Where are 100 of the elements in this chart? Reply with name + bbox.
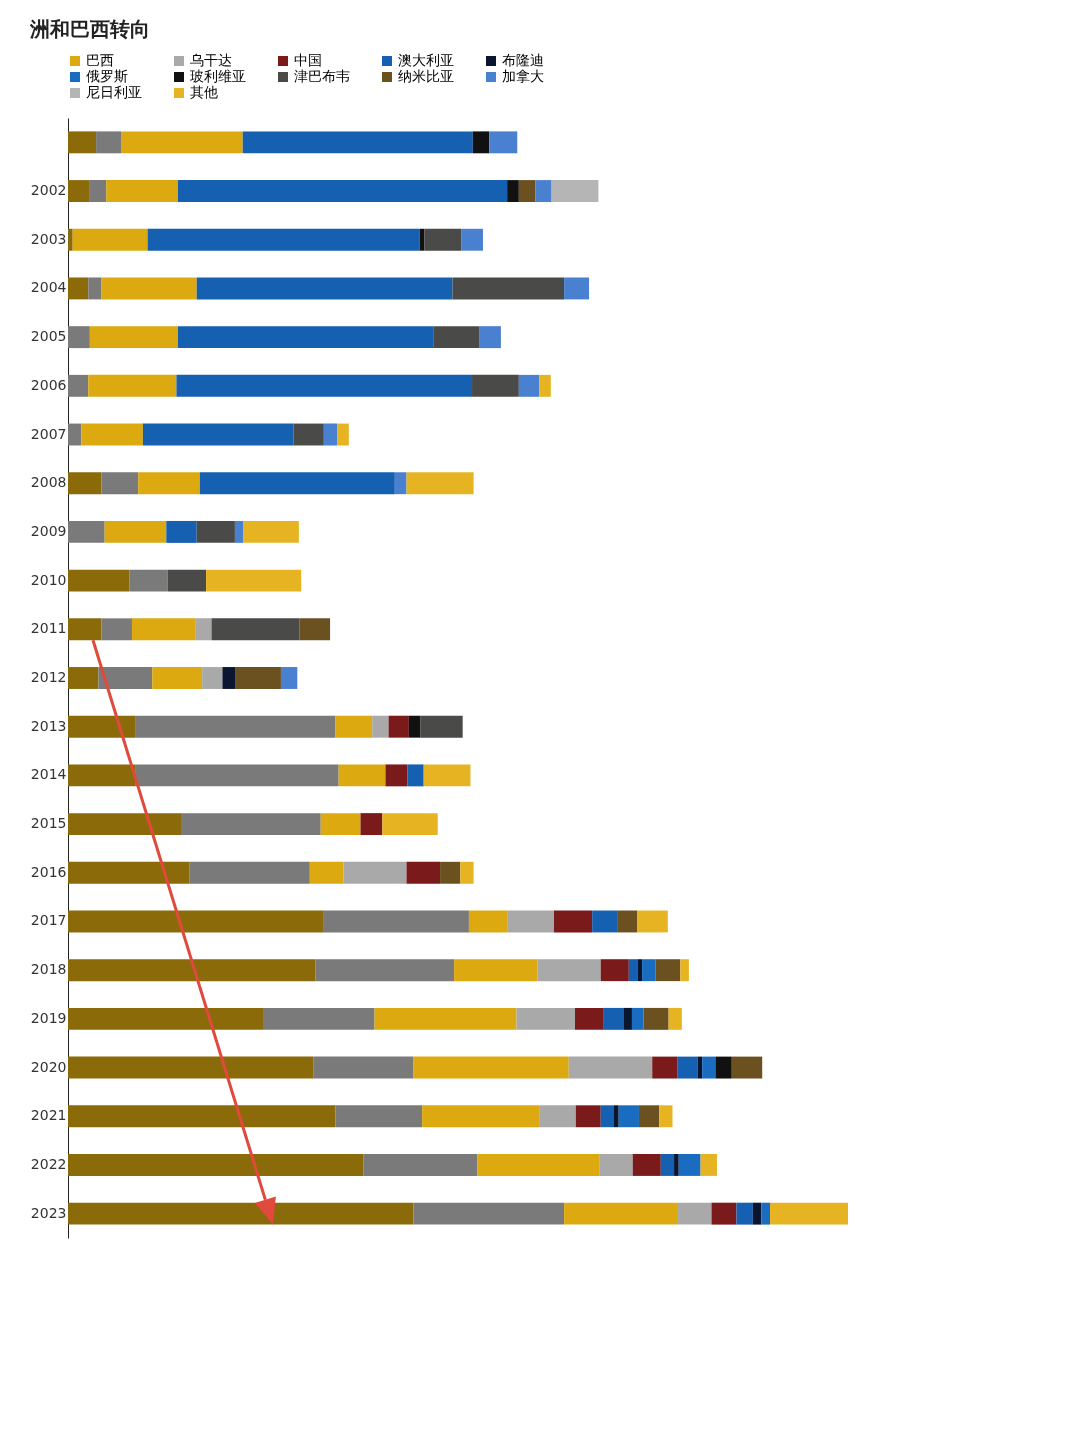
bar: [196, 520, 235, 543]
bar: [242, 131, 473, 154]
bar: [309, 861, 344, 884]
bar: [677, 1056, 698, 1079]
bar: [299, 618, 331, 641]
bar: [677, 1202, 712, 1225]
bar: [472, 131, 490, 154]
bar: [628, 959, 638, 982]
bar: [423, 764, 471, 787]
bar: [637, 959, 643, 982]
bar: [142, 423, 294, 446]
bar: [177, 326, 434, 349]
bar: [211, 618, 300, 641]
y-tick-label: 2002: [30, 182, 67, 199]
bar: [388, 715, 409, 738]
bar: [68, 1154, 364, 1176]
bar: [152, 667, 203, 689]
bar: [406, 861, 441, 884]
legend-label: 乌干达: [190, 52, 232, 68]
bar: [98, 667, 153, 689]
bar: [460, 861, 474, 884]
bar: [68, 715, 136, 738]
bar: [135, 715, 336, 738]
y-tick-label: 2004: [30, 279, 67, 296]
bar: [315, 959, 455, 982]
y-tick-label: 2008: [30, 474, 67, 491]
bar: [761, 1202, 770, 1225]
bar: [700, 1154, 717, 1176]
bar: [263, 1007, 375, 1030]
bar: [81, 423, 143, 446]
bar: [631, 1007, 644, 1030]
bar: [702, 1056, 716, 1079]
bar: [564, 277, 590, 300]
legend-label: 尼日利亚: [86, 84, 142, 100]
bar: [135, 764, 339, 787]
bar: [603, 1007, 624, 1030]
bar: [68, 131, 97, 154]
bar: [121, 131, 243, 154]
bar: [614, 1105, 619, 1128]
bar: [592, 910, 618, 933]
y-tick-label: 2023: [30, 1204, 67, 1221]
bar: [68, 374, 89, 397]
bar: [731, 1056, 763, 1079]
bar: [770, 1202, 848, 1225]
legend-label: 纳米比亚: [398, 68, 454, 84]
bar: [643, 1007, 669, 1030]
legend-label: 澳大利亚: [398, 52, 454, 68]
legend-label: 俄罗斯: [86, 68, 128, 84]
bar: [202, 667, 223, 689]
bar: [68, 569, 130, 592]
bar: [167, 569, 207, 592]
y-tick-label: 2016: [30, 863, 67, 880]
bar: [68, 520, 105, 543]
bar: [293, 423, 324, 446]
bar: [600, 1105, 614, 1128]
y-tick-label: 2007: [30, 425, 67, 442]
bar: [507, 180, 519, 202]
bar: [343, 861, 407, 884]
bar: [360, 813, 383, 836]
bar: [537, 959, 601, 982]
bar: [177, 180, 508, 202]
bar: [674, 1154, 679, 1176]
bar: [68, 1105, 336, 1128]
bar: [138, 472, 200, 495]
bar: [468, 910, 508, 933]
bar: [535, 180, 552, 202]
bar: [68, 813, 182, 836]
bar: [72, 228, 148, 251]
bar: [711, 1202, 737, 1225]
bar: [129, 569, 168, 592]
bar: [243, 520, 299, 543]
bar: [518, 374, 540, 397]
bar: [89, 326, 178, 349]
bar: [320, 813, 361, 836]
bar: [617, 910, 638, 933]
bar: [424, 228, 462, 251]
bar: [642, 959, 656, 982]
bar: [668, 1007, 682, 1030]
bar: [452, 277, 565, 300]
bar: [68, 180, 90, 202]
bar: [539, 374, 551, 397]
y-tick-label: 2022: [30, 1155, 67, 1172]
bar: [472, 374, 519, 397]
y-tick-label: 2020: [30, 1058, 67, 1075]
bar: [68, 618, 102, 641]
bar: [623, 1007, 632, 1030]
bar: [222, 667, 236, 689]
bar: [131, 618, 196, 641]
bar: [68, 326, 90, 349]
bar: [680, 959, 689, 982]
bar: [575, 1105, 601, 1128]
bar: [338, 764, 386, 787]
bar: [68, 472, 102, 495]
bar: [68, 277, 89, 300]
bar: [655, 959, 681, 982]
bar: [189, 861, 310, 884]
bar: [68, 423, 82, 446]
y-tick-label: 2012: [30, 669, 67, 685]
bar: [313, 1056, 414, 1079]
bar: [68, 1056, 314, 1079]
